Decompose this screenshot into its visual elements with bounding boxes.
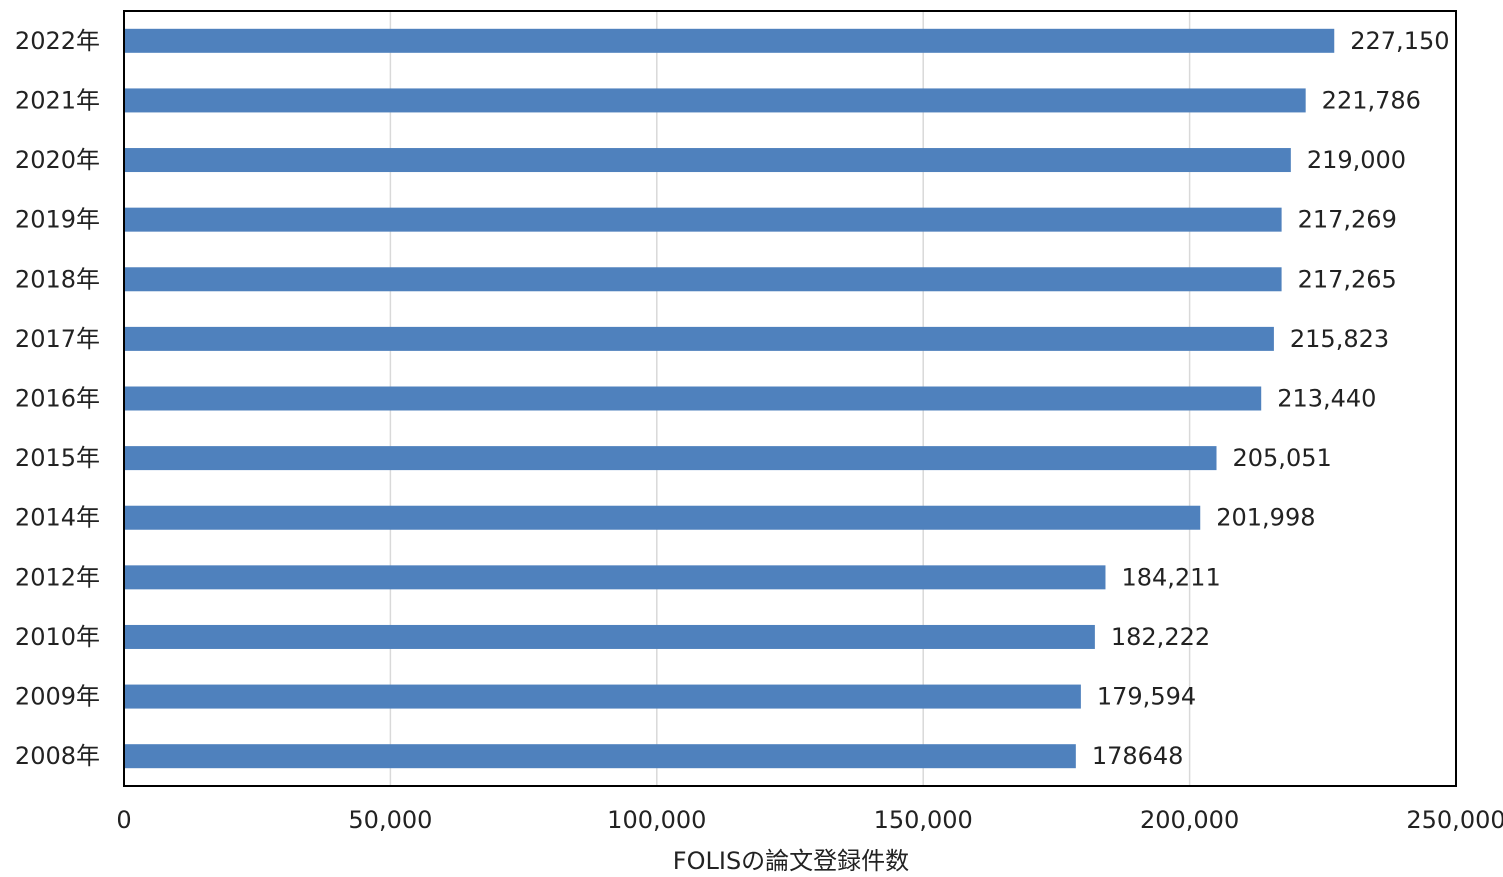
y-tick-label: 2019年 <box>15 206 100 234</box>
data-label: 221,786 <box>1322 86 1421 114</box>
bar <box>124 684 1081 709</box>
y-tick-label: 2017年 <box>15 325 100 353</box>
x-tick-label: 150,000 <box>874 806 973 834</box>
bar <box>124 386 1262 411</box>
bar <box>124 148 1291 173</box>
x-tick-label: 250,000 <box>1406 806 1503 834</box>
bar <box>124 88 1306 113</box>
y-tick-label: 2016年 <box>15 385 100 413</box>
y-tick-label: 2015年 <box>15 444 100 472</box>
y-tick-label: 2018年 <box>15 265 100 293</box>
y-tick-label: 2008年 <box>15 742 100 770</box>
y-tick-label: 2012年 <box>15 563 100 591</box>
data-label: 213,440 <box>1277 385 1376 413</box>
data-label: 182,222 <box>1111 623 1210 651</box>
data-label: 184,211 <box>1121 563 1220 591</box>
bar <box>124 207 1282 232</box>
data-label: 215,823 <box>1290 325 1389 353</box>
bar <box>124 565 1106 590</box>
data-label: 179,594 <box>1097 683 1196 711</box>
plot-area-border <box>123 10 1457 787</box>
data-label: 178648 <box>1092 742 1184 770</box>
x-tick-label: 50,000 <box>348 806 432 834</box>
y-tick-label: 2021年 <box>15 86 100 114</box>
data-label: 227,150 <box>1350 27 1449 55</box>
y-tick-label: 2014年 <box>15 504 100 532</box>
x-axis-title: FOLISの論文登録件数 <box>673 847 909 873</box>
y-tick-label: 2022年 <box>15 27 100 55</box>
bar <box>124 267 1282 292</box>
data-label: 219,000 <box>1307 146 1406 174</box>
bars <box>124 28 1335 769</box>
data-label: 201,998 <box>1216 504 1315 532</box>
x-tick-label: 100,000 <box>607 806 706 834</box>
bar <box>124 505 1201 530</box>
y-tick-label: 2010年 <box>15 623 100 651</box>
x-tick-label: 200,000 <box>1140 806 1239 834</box>
bar <box>124 28 1335 53</box>
data-labels: 227,150 221,786 219,000 217,269 217,265 215,8… <box>1092 27 1450 770</box>
y-axis-tick-labels: 2022年 2021年 2020年 2019年 2018年 2017年 2016年 2015年… <box>15 27 100 770</box>
bar <box>124 446 1217 471</box>
x-tick-label: 0 <box>116 806 131 834</box>
data-label: 217,269 <box>1298 206 1397 234</box>
data-label: 217,265 <box>1298 265 1397 293</box>
x-axis-tick-labels: 0 50,000 100,000 150,000 200,000 250,000 <box>116 806 1503 834</box>
data-label: 205,051 <box>1233 444 1332 472</box>
y-tick-label: 2020年 <box>15 146 100 174</box>
bar <box>124 744 1076 769</box>
bar <box>124 624 1095 649</box>
bar <box>124 326 1274 351</box>
y-tick-label: 2009年 <box>15 683 100 711</box>
